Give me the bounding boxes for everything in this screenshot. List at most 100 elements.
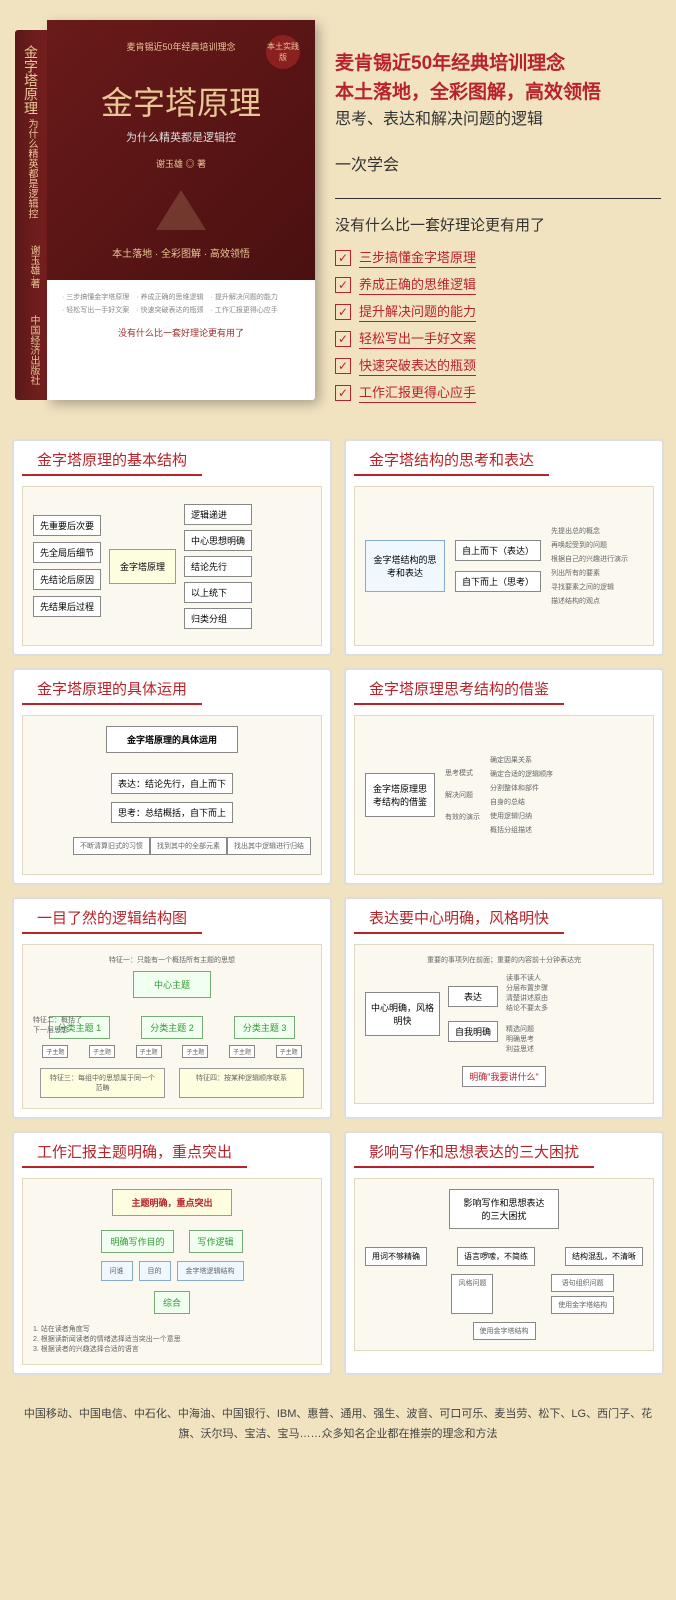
node: 综合: [154, 1291, 190, 1314]
node: 分类主题 3: [234, 1016, 296, 1039]
card-title: 表达要中心明确，风格明快: [354, 907, 564, 934]
cards-grid: 金字塔原理的基本结构 先重要后次要先全局后细节先结论后原因先结果后过程 金字塔原…: [0, 439, 676, 1390]
node: 先结果后过程: [33, 596, 101, 617]
promo-line3: 思考、表达和解决问题的逻辑: [335, 107, 661, 133]
card-three-troubles: 影响写作和思想表达的三大困扰 影响写作和思想表达的三大困扰 用词不够精确 语言啰…: [344, 1131, 664, 1375]
node: 思考模式: [445, 768, 480, 778]
title-node: 影响写作和思想表达的三大困扰: [449, 1189, 559, 1229]
node: 以上统下: [184, 582, 252, 603]
node: 风格问题: [451, 1274, 493, 1314]
note: 3. 根据读者的兴趣选择合适的语言: [33, 1344, 311, 1354]
divider: [335, 198, 661, 199]
center-node: 金字塔原理思考结构的借鉴: [365, 773, 435, 817]
note: 2. 根据读新闻读者的情绪选择适当突出一个意思: [33, 1334, 311, 1344]
check-icon: ✓: [335, 385, 351, 401]
note: 清楚讲述原由: [506, 993, 548, 1003]
node: 思考：总结概括，自下而上: [111, 802, 233, 823]
cover-features: · 三步搞懂金字塔原理 · 养成正确的思维逻辑 · 提升解决问题的能力 · 轻松…: [62, 292, 300, 317]
check-icon: ✓: [335, 277, 351, 293]
node: 解决问题: [445, 790, 480, 800]
title-node: 主题明确，重点突出: [112, 1189, 231, 1216]
promo-item-text: 养成正确的思维逻辑: [359, 274, 476, 295]
note: 明确思考: [506, 1034, 548, 1044]
node: 金字塔逻辑结构: [177, 1261, 244, 1281]
note: 特征三：每组中的思想属于同一个范畴: [40, 1068, 165, 1098]
node: 明确"我要讲什么": [462, 1066, 545, 1087]
note: 概括分组描述: [490, 825, 553, 835]
promo-item-text: 工作汇报更得心应手: [359, 382, 476, 403]
note: 特征一：只能有一个概括所有主题的思想: [33, 955, 311, 965]
note: 找出其中逻辑进行归结: [227, 837, 311, 855]
card-title: 金字塔原理的基本结构: [22, 449, 202, 476]
note: 描述结构的观点: [551, 596, 628, 606]
note: 再唤起受到的问题: [551, 540, 628, 550]
card-title: 一目了然的逻辑结构图: [22, 907, 202, 934]
node: 中心思想明确: [184, 530, 252, 551]
node: 目的: [139, 1261, 171, 1281]
leaf: 子主题: [276, 1045, 302, 1058]
node: 表达: [448, 986, 498, 1007]
center-node: 中心明确，风格明快: [365, 992, 440, 1036]
node: 问谁: [101, 1261, 133, 1281]
promo-item: ✓ 养成正确的思维逻辑: [335, 274, 661, 295]
card-express-clear: 表达要中心明确，风格明快 重要的事项列在前面；重要的内容前十分钟表达完 中心明确…: [344, 897, 664, 1119]
node: 分类主题 2: [141, 1016, 203, 1039]
promo-subtitle: 没有什么比一套好理论更有用了: [335, 214, 661, 235]
promo-item: ✓ 快速突破表达的瓶颈: [335, 355, 661, 376]
node: 自上而下（表达）: [455, 540, 541, 561]
promo-panel: 麦肯锡近50年经典培训理念 本土落地，全彩图解，高效领悟 思考、表达和解决问题的…: [335, 20, 661, 409]
promo-item: ✓提升解决问题的能力: [335, 301, 661, 322]
promo-item-text: 三步搞懂金字塔原理: [359, 247, 476, 268]
note: 寻找要素之间的逻辑: [551, 582, 628, 592]
promo-item-text: 快速突破表达的瓶颈: [359, 355, 476, 376]
cover-slogan: 没有什么比一套好理论更有用了: [62, 325, 300, 341]
node: 写作逻辑: [189, 1230, 243, 1253]
note: 读事不读人: [506, 973, 548, 983]
center-node: 中心主题: [133, 971, 211, 998]
node: 结构混乱，不清晰: [565, 1247, 643, 1266]
note: 1. 站在读者角度写: [33, 1324, 311, 1334]
card-logic-diagram: 一目了然的逻辑结构图 特征一：只能有一个概括所有主题的思想 中心主题 特征二：概…: [12, 897, 332, 1119]
book-spine: 金字塔原理 为什么精英都是逻辑控 谢玉雄·著 中国经济出版社: [15, 30, 47, 400]
promo-item: ✓ 工作汇报更得心应手: [335, 382, 661, 403]
promo-line1: 麦肯锡近50年经典培训理念: [335, 50, 661, 79]
card-basic-structure: 金字塔原理的基本结构 先重要后次要先全局后细节先结论后原因先结果后过程 金字塔原…: [12, 439, 332, 656]
check-icon: ✓: [335, 304, 351, 320]
book-cover: 本土实践版 麦肯锡近50年经典培训理念 金字塔原理 为什么精英都是逻辑控 谢玉雄…: [47, 20, 315, 400]
note: 精选问题: [506, 1024, 548, 1034]
cover-tags: 本土落地 · 全彩图解 · 高效领悟: [62, 245, 300, 260]
card-title: 影响写作和思想表达的三大困扰: [354, 1141, 594, 1168]
note: 不断清算旧式的习惯: [73, 837, 150, 855]
cover-subtitle: 为什么精英都是逻辑控: [62, 129, 300, 145]
card-reference: 金字塔原理思考结构的借鉴 金字塔原理思考结构的借鉴 思考模式解决问题有效的演示 …: [344, 668, 664, 885]
note: 重要的事项列在前面；重要的内容前十分钟表达完: [365, 955, 643, 965]
note: 特征四：按某种逻辑顺序联系: [179, 1068, 304, 1098]
promo-line2: 本土落地，全彩图解，高效领悟: [335, 79, 661, 108]
badge: 本土实践版: [266, 35, 300, 69]
check-icon: ✓: [335, 358, 351, 374]
node: 用词不够精确: [365, 1247, 427, 1266]
spine-title: 金字塔原理: [23, 45, 39, 115]
card-application: 金字塔原理的具体运用 金字塔原理的具体运用 表达：结论先行，自上而下 思考：总结…: [12, 668, 332, 885]
note: 特征二：概括了下一层思想: [33, 1015, 88, 1035]
node: 使用金字塔结构: [551, 1296, 614, 1314]
leaf: 子主题: [136, 1045, 162, 1058]
title-node: 金字塔原理的具体运用: [106, 726, 238, 753]
card-title: 金字塔原理的具体运用: [22, 678, 202, 705]
card-title: 工作汇报主题明确，重点突出: [22, 1141, 247, 1168]
cover-title: 金字塔原理: [62, 78, 300, 124]
node: 使用金字塔结构: [473, 1322, 536, 1340]
note: 列出所有的要素: [551, 568, 628, 578]
leaf: 子主题: [182, 1045, 208, 1058]
check-icon: ✓: [335, 250, 351, 266]
note: 使用逻辑归纳: [490, 811, 553, 821]
promo-line4: 一次学会: [335, 153, 661, 179]
node: 先重要后次要: [33, 515, 101, 536]
card-title: 金字塔结构的思考和表达: [354, 449, 549, 476]
note: 先提出总的概念: [551, 526, 628, 536]
pyramid-icon: [156, 185, 206, 230]
promo-item: ✓ 三步搞懂金字塔原理: [335, 247, 661, 268]
card-work-report: 工作汇报主题明确，重点突出 主题明确，重点突出 明确写作目的 写作逻辑 问谁 目…: [12, 1131, 332, 1375]
promo-item-text: 轻松写出一手好文案: [359, 328, 476, 349]
node: 先结论后原因: [33, 569, 101, 590]
